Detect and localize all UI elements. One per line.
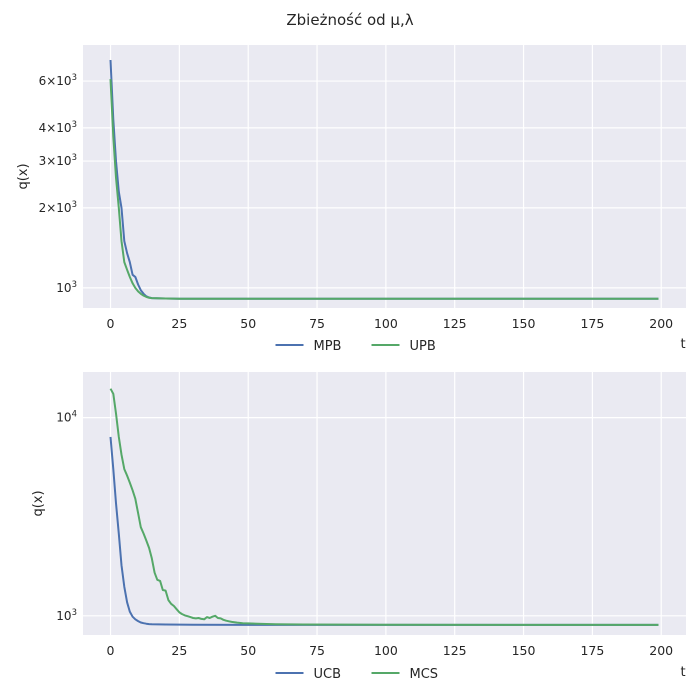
series-line-upb [109,79,659,300]
x-tick-label: 200 [649,643,673,658]
x-tick-label: 175 [580,643,604,658]
x-tick-label: 75 [309,643,325,658]
x-tick-label: 200 [649,316,673,331]
x-tick-label: 125 [443,316,467,331]
x-tick-label: 25 [171,643,187,658]
plot-area [83,372,686,635]
subplot-2: 0 25 50 75 100 125 150 175 200 104 103 t q(x) UCB MCS [31,372,686,682]
legend-label-mcs: MCS [410,667,439,682]
series-line-ucb [109,436,659,626]
x-tick-label: 100 [374,643,398,658]
x-tick-label: 50 [240,316,256,331]
figure-title: Zbieżność od μ,λ [286,11,414,29]
x-tick-label: 50 [240,643,256,658]
subplot-1: 0 25 50 75 100 125 150 175 200 6×103 4×103 3×103 2×1… [16,45,686,354]
legend: MPB UPB [275,339,436,354]
legend-label-mpb: MPB [314,339,342,354]
x-tick-label: 100 [374,316,398,331]
x-tick-label: 125 [443,643,467,658]
y-axis-label: q(x) [31,490,46,516]
series-line-mcs [109,388,659,626]
legend-label-ucb: UCB [314,667,342,682]
x-axis-label: t [680,665,685,680]
x-tick-label: 150 [512,643,536,658]
y-tick-label: 103 [56,280,77,295]
x-tick-label: 0 [107,316,115,331]
y-tick-label: 2×103 [39,200,77,215]
y-axis-label: q(x) [16,163,31,189]
y-tick-label: 4×103 [39,120,77,135]
y-tick-label: 103 [56,608,77,623]
x-tick-label: 175 [580,316,604,331]
x-tick-label: 75 [309,316,325,331]
y-tick-label: 3×103 [39,153,77,168]
legend: UCB MCS [275,667,439,682]
legend-label-upb: UPB [410,339,436,354]
x-tick-label: 150 [512,316,536,331]
y-tick-label: 104 [56,410,77,425]
x-axis-label: t [680,337,685,352]
y-tick-label: 6×103 [39,73,77,88]
x-tick-label: 25 [171,316,187,331]
plot-area [83,45,686,308]
x-tick-label: 0 [107,643,115,658]
